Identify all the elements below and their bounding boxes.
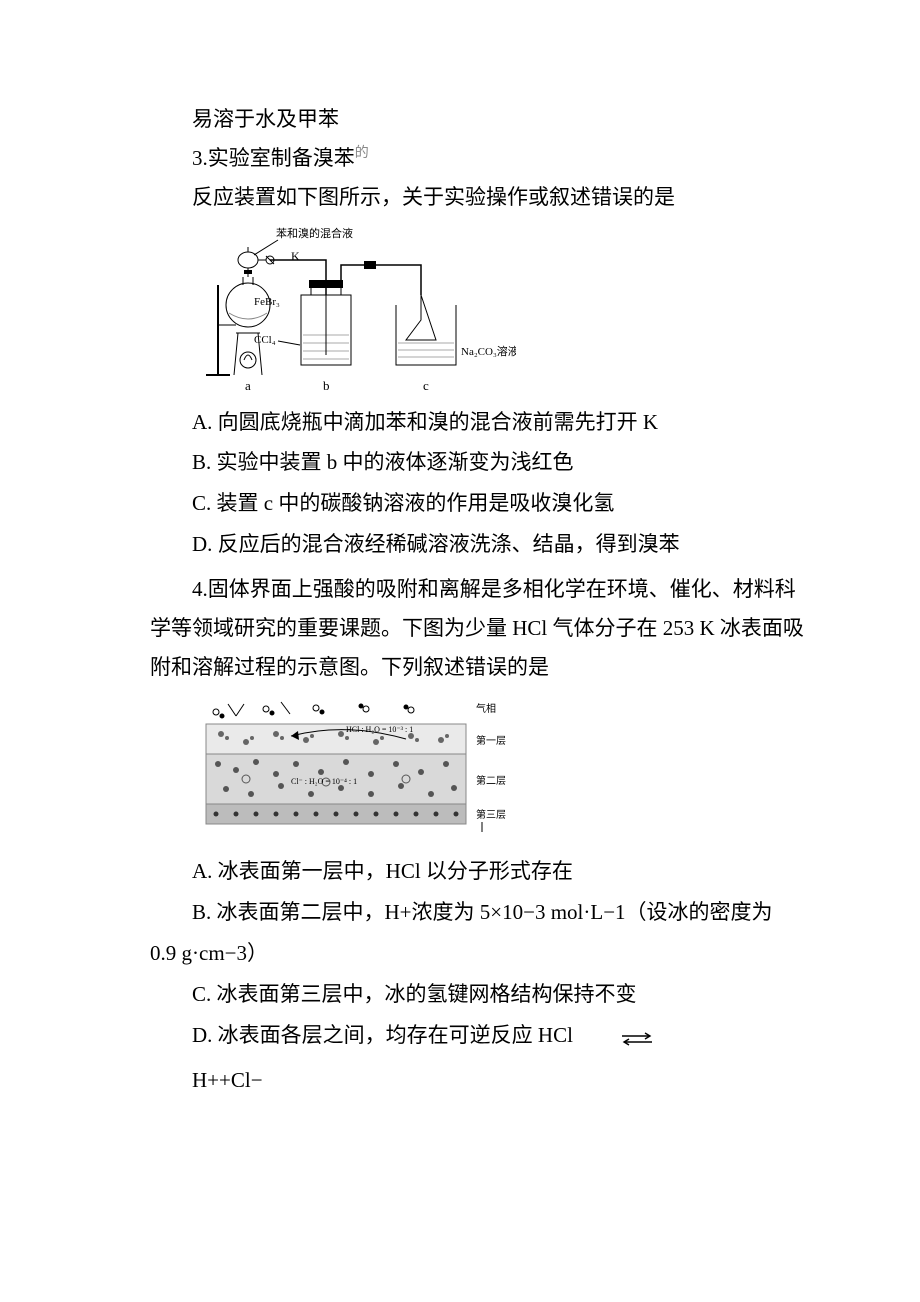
q4-fig-layer3: 第三层 bbox=[476, 808, 506, 821]
q3-optC-label: C. bbox=[192, 491, 217, 515]
q3-fig-febr3: FeBr₃ bbox=[254, 296, 280, 308]
q3-fig-ccl4: CCl₄ bbox=[254, 334, 276, 346]
q4-fig-ratio1: HCl : H₂O = 10⁻³ : 1 bbox=[346, 725, 413, 734]
q3-option-c: C. 装置 c 中的碳酸钠溶液的作用是吸收溴化氢 bbox=[150, 484, 810, 523]
q3-intro-line2: 反应装置如下图所示，关于实验操作或叙述错误的是 bbox=[150, 178, 810, 217]
q3-fig-na2co3: Na₂CO₃溶液 bbox=[461, 344, 516, 358]
q3-optA-label: A. bbox=[192, 410, 218, 434]
question-4: 4.固体界面上强酸的吸附和离解是多相化学在环境、催化、材料科学等领域研究的重要课… bbox=[150, 570, 810, 1100]
q4-intro-text: 固体界面上强酸的吸附和离解是多相化学在环境、催化、材料科学等领域研究的重要课题。… bbox=[150, 577, 804, 679]
q4-option-c: C. 冰表面第三层中，冰的氢键网格结构保持不变 bbox=[150, 975, 810, 1014]
question-3: 3.实验室制备溴苯的 反应装置如下图所示，关于实验操作或叙述错误的是 苯和溴的混… bbox=[150, 139, 810, 564]
q4-option-b-line1: B. 冰表面第二层中，H+浓度为 5×10−3 mol·L−1（设冰的密度为 bbox=[150, 893, 810, 932]
q4-optB-text1: 冰表面第二层中，H+浓度为 5×10−3 mol·L−1（设冰的密度为 bbox=[217, 900, 773, 924]
reversible-arrow-icon bbox=[578, 1020, 654, 1059]
q4-option-d-line1: D. 冰表面各层之间，均存在可逆反应 HCl bbox=[150, 1016, 810, 1059]
q3-optD-label: D. bbox=[192, 532, 218, 556]
q4-option-d-line2: H++Cl− bbox=[150, 1061, 810, 1100]
q3-sup: 的 bbox=[355, 146, 369, 161]
q4-intro: 4.固体界面上强酸的吸附和离解是多相化学在环境、催化、材料科学等领域研究的重要课… bbox=[150, 570, 810, 687]
q3-fig-a: a bbox=[245, 378, 251, 393]
q4-figure: 气相 HCl : H₂O = 10⁻³ : 1 第一层 bbox=[196, 694, 810, 844]
q4-optD-text1: 冰表面各层之间，均存在可逆反应 HCl bbox=[218, 1023, 573, 1047]
q4-option-b-line2: 0.9 g·cm−3） bbox=[150, 934, 810, 973]
q3-optC-text: 装置 c 中的碳酸钠溶液的作用是吸收溴化氢 bbox=[217, 491, 615, 515]
q4-optC-text: 冰表面第三层中，冰的氢键网格结构保持不变 bbox=[217, 982, 637, 1006]
q3-fig-b: b bbox=[323, 378, 330, 393]
q3-fig-c: c bbox=[423, 378, 429, 393]
q4-optC-label: C. bbox=[192, 982, 217, 1006]
q4-number: 4. bbox=[192, 577, 208, 601]
q3-figure: 苯和溴的混合液 K FeBr₃ bbox=[196, 225, 810, 395]
q3-option-b: B. 实验中装置 b 中的液体逐渐变为浅红色 bbox=[150, 443, 810, 482]
q3-number: 3. bbox=[192, 146, 208, 170]
q3-intro-line1: 3.实验室制备溴苯的 bbox=[150, 139, 810, 178]
q4-fig-layer2: 第二层 bbox=[476, 774, 506, 787]
q4-optB-label: B. bbox=[192, 900, 217, 924]
q4-fig-ratio2: Cl⁻ : H₂O = 10⁻⁴ : 1 bbox=[291, 777, 357, 786]
q3-fig-toplabel: 苯和溴的混合液 bbox=[276, 226, 353, 240]
q4-fig-gasphase: 气相 bbox=[476, 702, 496, 715]
q4-optA-label: A. bbox=[192, 859, 218, 883]
q3-option-d: D. 反应后的混合液经稀碱溶液洗涤、结晶，得到溴苯 bbox=[150, 525, 810, 564]
q3-optB-label: B. bbox=[192, 450, 217, 474]
q3-optB-text: 实验中装置 b 中的液体逐渐变为浅红色 bbox=[217, 450, 574, 474]
q3-optA-text: 向圆底烧瓶中滴加苯和溴的混合液前需先打开 K bbox=[218, 410, 658, 434]
q4-fig-layer1: 第一层 bbox=[476, 734, 506, 747]
continuation-text: 易溶于水及甲苯 bbox=[150, 100, 810, 139]
q4-optA-text: 冰表面第一层中，HCl 以分子形式存在 bbox=[218, 859, 573, 883]
q3-optD-text: 反应后的混合液经稀碱溶液洗涤、结晶，得到溴苯 bbox=[218, 532, 680, 556]
q4-option-a: A. 冰表面第一层中，HCl 以分子形式存在 bbox=[150, 852, 810, 891]
q3-option-a: A. 向圆底烧瓶中滴加苯和溴的混合液前需先打开 K bbox=[150, 403, 810, 442]
q4-optD-label: D. bbox=[192, 1023, 218, 1047]
q3-fig-k: K bbox=[291, 249, 300, 263]
q3-intro1: 实验室制备溴苯 bbox=[208, 146, 355, 170]
